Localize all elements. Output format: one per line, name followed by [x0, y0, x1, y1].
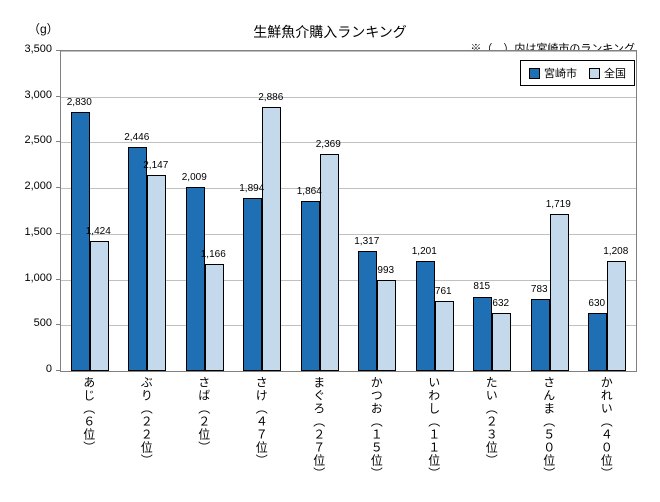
bar	[128, 147, 147, 371]
bar-value-label: 783	[522, 284, 556, 295]
bar	[435, 301, 454, 371]
bar	[262, 107, 281, 371]
bar-value-label: 2,369	[311, 139, 345, 150]
y-tick-label: 1,000	[12, 272, 52, 284]
bar-value-label: 1,864	[292, 186, 326, 197]
bar-value-label: 2,446	[120, 132, 154, 143]
bar-value-label: 1,201	[407, 246, 441, 257]
bar-value-label: 815	[465, 281, 499, 292]
bar	[205, 264, 224, 371]
chart-title: 生鮮魚介購入ランキング	[0, 22, 660, 42]
y-tick-label: 3,500	[12, 43, 52, 55]
x-category-label: かつお（１５位）	[368, 376, 385, 480]
bar-value-label: 1,317	[350, 236, 384, 247]
bar-value-label: 2,147	[139, 160, 173, 171]
bar-value-label: 630	[580, 298, 614, 309]
legend-item: 宮崎市	[529, 65, 577, 81]
bar	[607, 261, 626, 371]
legend: 宮崎市 全国	[520, 60, 635, 86]
chart-container: （g） 生鮮魚介購入ランキング ※（ ）内は宮崎市のランキング 05001,00…	[0, 0, 660, 502]
bar	[377, 280, 396, 371]
gridline	[61, 51, 636, 52]
bar-value-label: 1,894	[235, 183, 269, 194]
bar	[301, 201, 320, 371]
y-tick-mark	[56, 324, 60, 325]
bar-value-label: 1,208	[599, 246, 633, 257]
y-tick-label: 1,500	[12, 226, 52, 238]
bar	[416, 261, 435, 371]
y-tick-label: 500	[12, 317, 52, 329]
y-tick-mark	[56, 279, 60, 280]
y-tick-mark	[56, 370, 60, 371]
bar	[588, 313, 607, 371]
bar	[531, 299, 550, 371]
bar	[90, 241, 109, 371]
bar-value-label: 1,166	[196, 249, 230, 260]
legend-item: 全国	[589, 65, 626, 81]
bar	[492, 313, 511, 371]
x-category-label: たい（２３位）	[483, 376, 500, 467]
y-tick-mark	[56, 141, 60, 142]
x-category-label: かれい（４０位）	[598, 376, 615, 480]
y-tick-mark	[56, 187, 60, 188]
y-tick-mark	[56, 50, 60, 51]
legend-swatch	[589, 68, 600, 79]
x-category-label: まぐろ（２７位）	[311, 376, 328, 480]
legend-swatch	[529, 68, 540, 79]
y-tick-label: 3,000	[12, 89, 52, 101]
y-tick-mark	[56, 233, 60, 234]
bar-value-label: 2,886	[254, 92, 288, 103]
y-tick-mark	[56, 96, 60, 97]
x-category-label: あじ（６位）	[81, 376, 98, 454]
legend-label: 全国	[604, 65, 626, 81]
bar-value-label: 761	[426, 286, 460, 297]
bar	[147, 175, 166, 371]
y-tick-label: 2,000	[12, 180, 52, 192]
plot-area	[60, 50, 637, 372]
x-category-label: ぶり（２２位）	[138, 376, 155, 467]
bar	[71, 112, 90, 371]
bar-value-label: 1,424	[81, 226, 115, 237]
bar-value-label: 2,830	[62, 97, 96, 108]
y-tick-label: 0	[12, 363, 52, 375]
x-category-label: さば（２位）	[196, 376, 213, 454]
gridline	[61, 97, 636, 98]
bar-value-label: 993	[369, 265, 403, 276]
legend-label: 宮崎市	[544, 65, 577, 81]
bar-value-label: 632	[484, 298, 518, 309]
x-category-label: さけ（４７位）	[253, 376, 270, 467]
bar-value-label: 1,719	[541, 199, 575, 210]
bar-value-label: 2,009	[177, 172, 211, 183]
x-category-label: いわし（１１位）	[426, 376, 443, 480]
bar	[186, 187, 205, 371]
bar	[243, 198, 262, 371]
x-category-label: さんま（５０位）	[541, 376, 558, 480]
y-tick-label: 2,500	[12, 134, 52, 146]
